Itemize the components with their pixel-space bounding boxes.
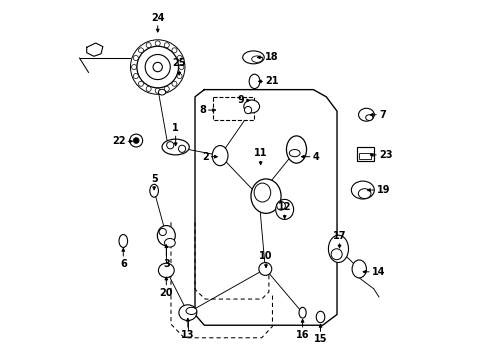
Circle shape: [153, 62, 162, 72]
Ellipse shape: [365, 115, 372, 121]
Text: 10: 10: [259, 251, 272, 261]
Ellipse shape: [251, 56, 262, 62]
Text: 24: 24: [151, 13, 164, 23]
Circle shape: [145, 54, 170, 80]
Ellipse shape: [289, 149, 300, 157]
Ellipse shape: [249, 74, 260, 89]
Text: 16: 16: [295, 330, 309, 340]
Text: 12: 12: [277, 202, 291, 212]
Ellipse shape: [258, 262, 271, 275]
Ellipse shape: [254, 183, 270, 202]
Text: 22: 22: [112, 136, 125, 146]
Text: 6: 6: [120, 259, 126, 269]
Circle shape: [166, 141, 174, 149]
Circle shape: [164, 86, 169, 91]
Circle shape: [178, 145, 185, 152]
Text: 13: 13: [181, 330, 194, 340]
Circle shape: [244, 107, 251, 114]
Circle shape: [159, 228, 166, 235]
Ellipse shape: [286, 136, 306, 163]
Circle shape: [177, 55, 182, 60]
Ellipse shape: [158, 89, 165, 95]
Text: 15: 15: [313, 334, 326, 344]
Ellipse shape: [162, 139, 189, 155]
Ellipse shape: [351, 181, 373, 199]
Circle shape: [177, 73, 182, 78]
Circle shape: [138, 48, 143, 53]
Ellipse shape: [244, 100, 259, 113]
Circle shape: [164, 43, 169, 48]
Text: 9: 9: [237, 95, 244, 105]
Text: 5: 5: [150, 174, 157, 184]
Ellipse shape: [242, 51, 264, 64]
Ellipse shape: [275, 199, 293, 220]
Circle shape: [133, 73, 138, 78]
Ellipse shape: [185, 307, 196, 315]
Text: 14: 14: [371, 267, 385, 277]
Ellipse shape: [250, 179, 281, 213]
Circle shape: [172, 81, 177, 86]
Ellipse shape: [164, 238, 175, 247]
Ellipse shape: [212, 145, 227, 166]
Ellipse shape: [330, 249, 342, 260]
Text: 25: 25: [172, 58, 185, 68]
Circle shape: [137, 46, 178, 88]
Text: 11: 11: [253, 148, 267, 158]
Circle shape: [133, 138, 139, 143]
Circle shape: [179, 64, 183, 69]
Circle shape: [155, 88, 160, 93]
Ellipse shape: [179, 305, 196, 320]
Ellipse shape: [316, 311, 324, 323]
Circle shape: [146, 43, 151, 48]
Ellipse shape: [119, 234, 127, 247]
Text: 20: 20: [159, 288, 173, 298]
Ellipse shape: [351, 260, 366, 278]
Circle shape: [138, 81, 143, 86]
Text: 23: 23: [378, 150, 392, 160]
Text: 2: 2: [202, 152, 208, 162]
Text: 4: 4: [312, 152, 319, 162]
Ellipse shape: [358, 189, 370, 199]
Circle shape: [131, 64, 136, 69]
Ellipse shape: [328, 235, 348, 262]
Text: 3: 3: [163, 259, 169, 269]
Ellipse shape: [298, 307, 305, 318]
Circle shape: [146, 86, 151, 91]
Ellipse shape: [129, 134, 142, 147]
Text: 8: 8: [199, 105, 205, 115]
Ellipse shape: [358, 108, 373, 121]
Text: 21: 21: [265, 76, 278, 86]
Text: 18: 18: [265, 52, 278, 62]
FancyBboxPatch shape: [213, 97, 254, 120]
Ellipse shape: [158, 263, 174, 278]
Bar: [356, 147, 373, 161]
Circle shape: [276, 202, 285, 210]
Circle shape: [133, 55, 138, 60]
Text: 7: 7: [378, 110, 385, 120]
Circle shape: [155, 41, 160, 46]
Ellipse shape: [157, 226, 175, 246]
Ellipse shape: [149, 184, 158, 197]
Text: 1: 1: [172, 123, 179, 134]
Circle shape: [172, 48, 177, 53]
Text: 17: 17: [332, 231, 346, 241]
Bar: [358, 153, 370, 159]
Text: 19: 19: [376, 185, 389, 195]
